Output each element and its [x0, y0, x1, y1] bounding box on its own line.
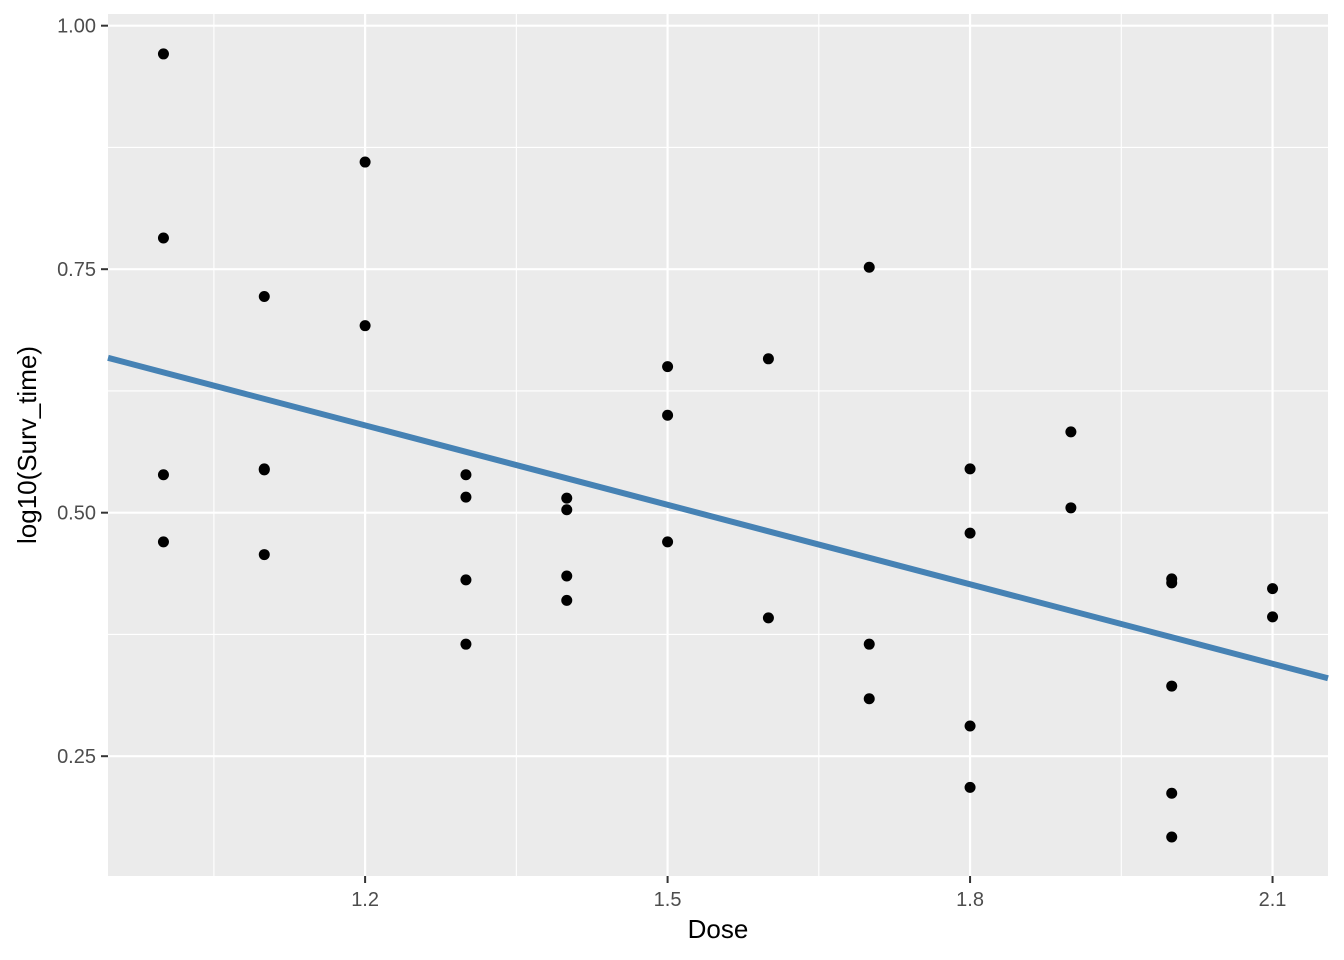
data-point — [1065, 426, 1077, 438]
data-point — [1267, 611, 1279, 623]
data-point — [359, 320, 371, 332]
x-tick-label: 1.5 — [654, 889, 682, 911]
data-point — [863, 638, 875, 650]
data-point — [460, 469, 472, 481]
data-point — [258, 549, 270, 561]
data-point — [157, 48, 169, 60]
data-points — [157, 48, 1279, 843]
major-gridlines — [108, 14, 1328, 876]
x-tick-label: 2.1 — [1259, 889, 1287, 911]
data-point — [863, 693, 875, 705]
y-axis-title: log10(Surv_time) — [12, 346, 42, 544]
data-point — [561, 594, 573, 606]
y-tick-label: 1.00 — [57, 16, 96, 38]
data-point — [359, 156, 371, 168]
x-tick-label: 1.2 — [351, 889, 379, 911]
regression-line-group — [107, 354, 1329, 682]
data-point — [863, 261, 875, 273]
data-point — [258, 464, 270, 476]
x-axis-title: Dose — [688, 914, 749, 944]
y-tick-label: 0.75 — [57, 259, 96, 281]
data-point — [157, 232, 169, 244]
data-point — [964, 527, 976, 539]
data-point — [662, 409, 674, 421]
minor-gridlines — [108, 14, 1328, 876]
x-tick-label: 1.8 — [956, 889, 984, 911]
data-point — [964, 781, 976, 793]
data-point — [762, 612, 774, 624]
data-point — [258, 290, 270, 302]
data-point — [460, 638, 472, 650]
data-point — [1166, 787, 1178, 799]
x-axis: 1.2 1.5 1.8 2.1 — [351, 876, 1286, 911]
data-point — [157, 536, 169, 548]
data-point — [1267, 583, 1279, 595]
data-point — [1166, 831, 1178, 843]
regression-line — [107, 354, 1329, 682]
data-point — [460, 574, 472, 586]
y-axis: 0.25 0.50 0.75 1.00 — [57, 16, 108, 768]
data-point — [561, 570, 573, 582]
data-point — [460, 491, 472, 503]
data-point — [561, 492, 573, 504]
data-point — [762, 353, 774, 365]
y-tick-label: 0.50 — [57, 503, 96, 525]
panel-background — [108, 14, 1328, 876]
data-point — [1166, 577, 1178, 589]
data-point — [1065, 502, 1077, 514]
data-point — [157, 469, 169, 481]
data-point — [964, 463, 976, 475]
data-point — [561, 504, 573, 516]
data-point — [662, 361, 674, 373]
data-point — [1166, 680, 1178, 692]
data-point — [662, 536, 674, 548]
y-tick-label: 0.25 — [57, 746, 96, 768]
data-point — [964, 720, 976, 732]
